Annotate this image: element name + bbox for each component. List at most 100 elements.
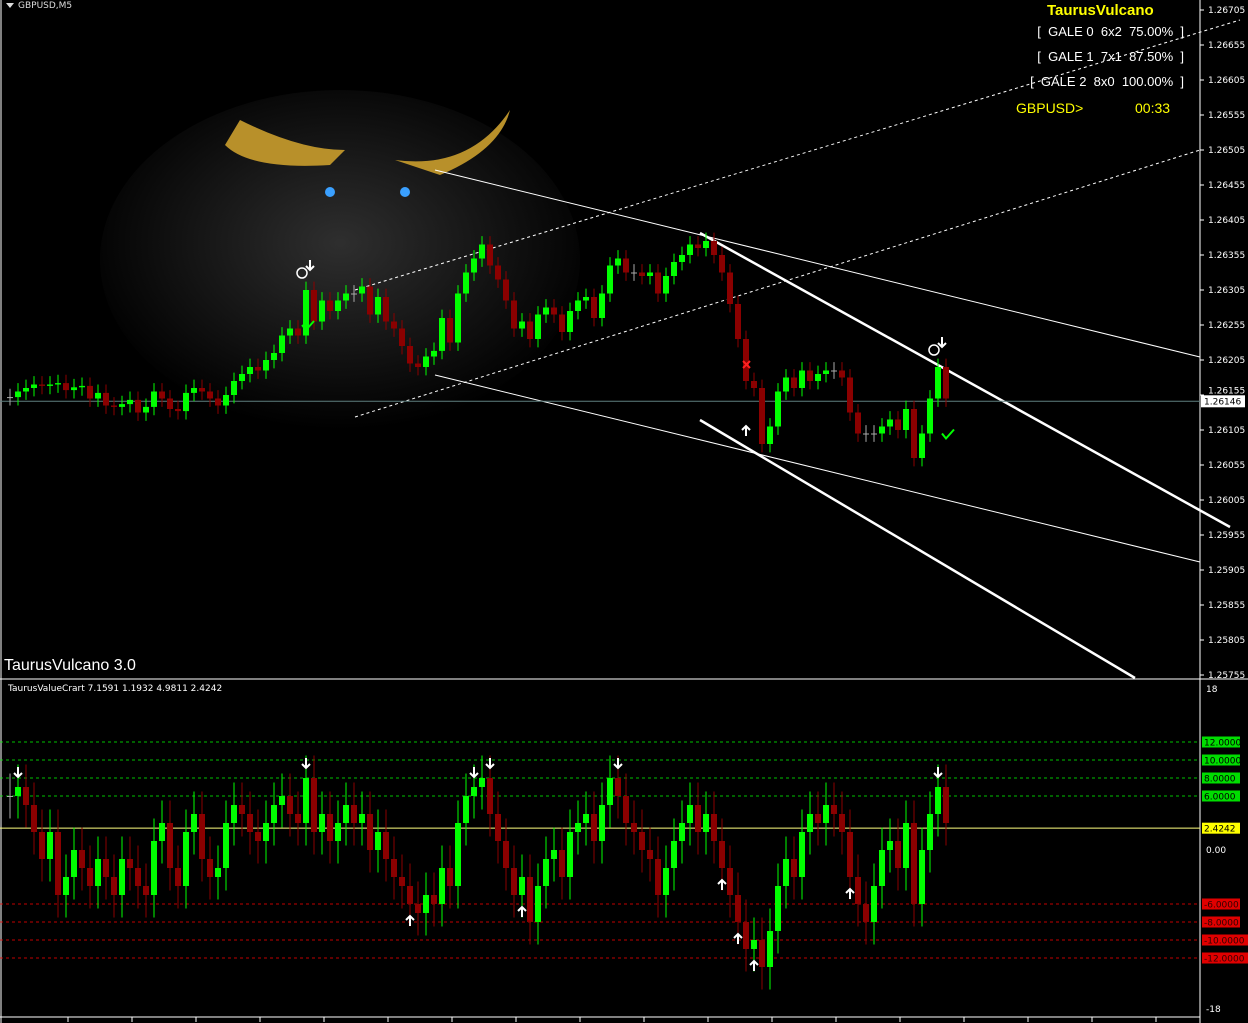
price-tick-label: 1.25905 [1208,566,1245,576]
indicator-candle [391,836,397,900]
price-candle [679,246,685,271]
brand-title: TaurusVulcano [1047,2,1154,19]
price-candle-body [159,391,165,399]
indicator-level-label: 10.0000 [1204,757,1241,767]
price-candle-body [879,426,885,434]
trendline-bold-upper [699,231,1231,529]
indicator-candle [47,809,53,882]
indicator-candle [359,791,365,846]
price-candle [727,264,733,313]
indicator-candle [103,836,109,900]
price-candle [935,358,941,407]
indicator-candle [775,863,781,954]
price-candle [895,411,901,439]
price-candle-body [903,409,909,430]
price-candle [639,264,645,285]
symbol-menu-triangle-icon[interactable] [6,3,14,8]
price-candle-body [895,419,901,430]
price-candle-body [295,328,301,336]
indicator-candle [919,827,925,927]
price-candle [223,386,229,414]
price-candle-body [767,426,773,444]
price-candle-body [383,297,389,322]
price-candle [575,292,581,320]
price-candle-body [567,311,573,332]
price-candle-body [215,398,221,406]
price-candle-body [687,244,693,255]
indicator-up-arrow-icon [845,887,855,899]
indicator-down-arrow-icon [485,758,495,770]
price-candle [847,369,853,421]
price-candle-body [271,353,277,360]
indicator-candle-body [831,805,837,814]
indicator-candle [815,791,821,846]
indicator-down-arrow-icon [13,767,23,779]
price-candle-body [487,244,493,266]
indicator-candle-body [255,832,261,841]
price-candle-body [831,370,837,372]
price-candle-body [311,290,317,322]
price-candle-body [95,392,101,399]
indicator-up-arrow-icon [733,932,743,944]
price-tick-label: 1.26205 [1208,356,1245,366]
price-candle-body [55,383,61,385]
price-candle [87,377,93,407]
price-candle-body [727,272,733,304]
indicator-candle [607,755,613,828]
price-candle-body [191,388,197,393]
indicator-candle [255,809,261,864]
price-candle-body [87,385,93,399]
indicator-candle-body [615,778,621,796]
price-candle [663,267,669,302]
indicator-candle [111,854,117,918]
indicator-candle-body [527,877,533,922]
price-candle [839,362,845,386]
price-candle [767,418,773,453]
indicator-candle-body [735,895,741,922]
price-candle-body [423,356,429,367]
indicator-candle [855,854,861,927]
price-candle [631,264,637,281]
indicator-candle [87,845,93,909]
indicator-candle-body [383,832,389,859]
price-candle-body [255,367,261,371]
price-candle-body [79,385,85,388]
indicator-candle-body [199,814,205,859]
indicator-candle-body [447,868,453,886]
indicator-candle-body [879,850,885,886]
indicator-candle [375,809,381,873]
indicator-candle [735,872,741,945]
indicator-candle [927,791,933,873]
bull-horn-left [225,120,345,166]
price-candle [791,369,797,397]
price-candle-body [463,272,469,294]
price-candle-body [671,262,677,276]
price-candle [719,246,725,281]
price-candle [623,250,629,281]
indicator-candle-body [679,823,685,841]
price-candle-body [607,265,613,294]
price-candle-body [663,276,669,294]
indicator-candle [263,800,269,864]
indicator-candle-body [143,886,149,895]
price-candle [479,236,485,267]
price-candle-body [839,370,845,378]
indicator-level-badge [1202,934,1248,946]
price-candle [535,306,541,348]
indicator-candle [447,845,453,909]
indicator-candle-body [239,805,245,814]
indicator-up-arrow-icon [517,905,527,917]
price-tick-label: 1.25805 [1208,636,1245,646]
indicator-up-arrow-icon [749,959,759,971]
channel-dotted-upper [354,19,1241,291]
indicator-candle-body [751,940,757,949]
price-candle-body [935,367,941,399]
price-candle-body [103,392,109,406]
price-candle [431,342,437,365]
price-tick-label: 1.26155 [1208,386,1245,396]
indicator-candle [383,809,389,882]
indicator-level-label: 8.0000 [1204,775,1236,785]
indicator-candle-body [55,832,61,895]
price-candle-body [15,391,21,398]
